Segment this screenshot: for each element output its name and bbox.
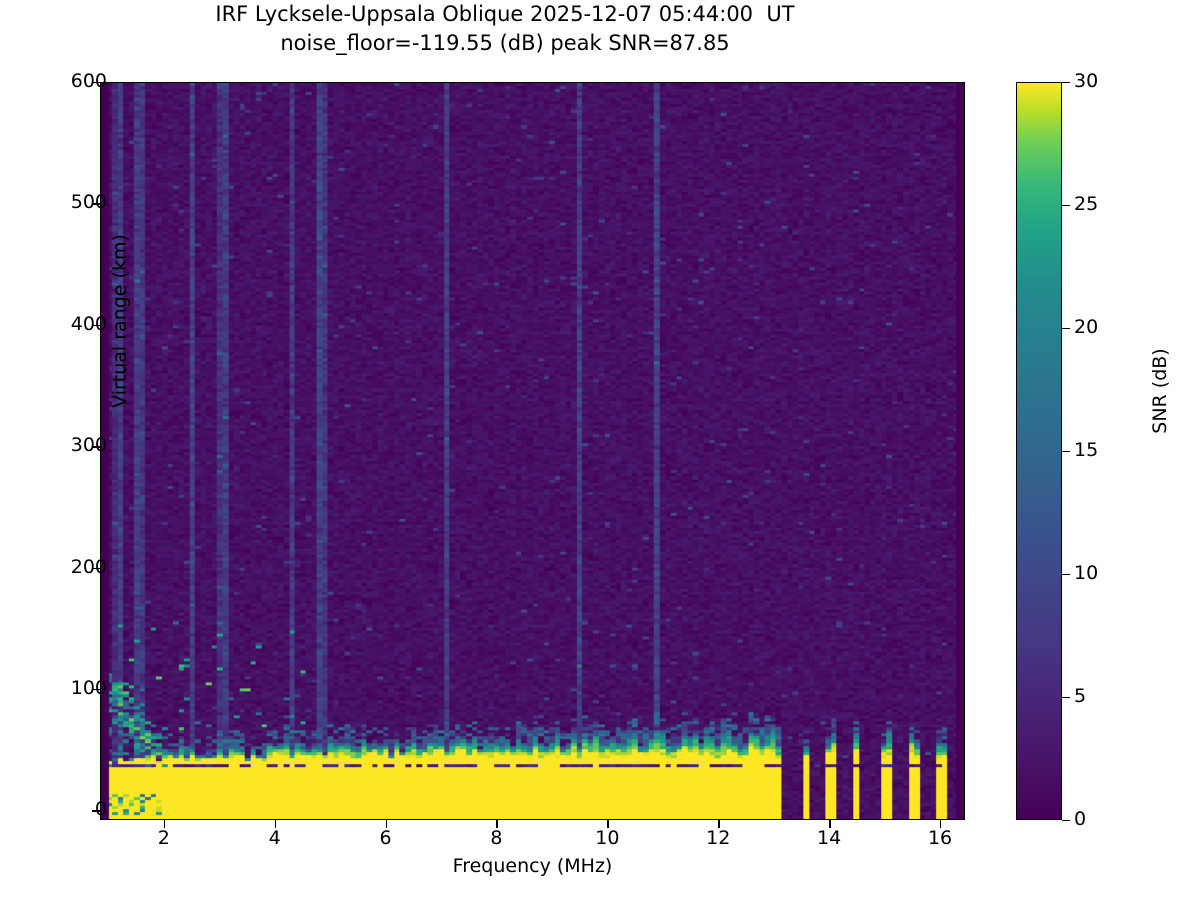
x-tick-label: 8 bbox=[490, 827, 503, 849]
y-tick-mark bbox=[92, 688, 100, 691]
x-tick-label: 12 bbox=[706, 827, 731, 849]
colorbar-gradient bbox=[1016, 82, 1062, 820]
colorbar-tick-mark bbox=[1062, 697, 1070, 699]
y-tick-mark bbox=[92, 203, 100, 205]
title-line-2: noise_floor=-119.55 (dB) peak SNR=87.85 bbox=[280, 31, 730, 55]
x-tick-label: 6 bbox=[379, 827, 392, 849]
x-tick-mark bbox=[940, 820, 942, 828]
y-tick-mark bbox=[92, 82, 100, 84]
x-tick-label: 2 bbox=[157, 827, 170, 849]
y-tick-label: 400 bbox=[70, 312, 107, 335]
colorbar-tick-label: 10 bbox=[1074, 562, 1099, 584]
y-tick-label: 300 bbox=[70, 434, 107, 457]
x-tick-label: 14 bbox=[817, 827, 842, 849]
x-tick-mark bbox=[607, 820, 609, 828]
y-tick-mark bbox=[92, 810, 100, 812]
y-tick-label: 0 bbox=[94, 798, 107, 821]
colorbar-tick-label: 20 bbox=[1074, 316, 1099, 338]
title-line-1: IRF Lycksele-Uppsala Oblique 2025-12-07 … bbox=[215, 2, 795, 26]
colorbar-tick-mark bbox=[1062, 820, 1070, 822]
y-tick-label: 500 bbox=[70, 191, 107, 214]
y-tick-mark bbox=[92, 446, 100, 448]
colorbar-tick-mark bbox=[1062, 205, 1070, 207]
x-tick-mark bbox=[274, 820, 277, 828]
y-tick-label: 200 bbox=[70, 555, 107, 578]
heatmap-plot-area[interactable] bbox=[100, 82, 965, 820]
y-tick-label: 100 bbox=[70, 676, 107, 699]
colorbar-tick-mark bbox=[1062, 451, 1070, 453]
colorbar-tick-label: 0 bbox=[1074, 808, 1087, 830]
x-tick-mark bbox=[163, 820, 166, 828]
colorbar-tick-label: 5 bbox=[1074, 685, 1087, 707]
y-tick-mark bbox=[92, 324, 100, 327]
colorbar-label: SNR (dB) bbox=[1149, 348, 1171, 434]
colorbar-tick-label: 25 bbox=[1074, 193, 1099, 215]
y-tick-mark bbox=[92, 567, 100, 569]
x-axis-label: Frequency (MHz) bbox=[452, 855, 613, 877]
y-tick-label: 600 bbox=[70, 70, 107, 92]
x-tick-mark bbox=[829, 820, 831, 828]
x-tick-label: 4 bbox=[268, 827, 281, 849]
x-tick-label: 16 bbox=[927, 827, 953, 849]
x-tick-mark bbox=[385, 820, 387, 828]
figure-title: IRF Lycksele-Uppsala Oblique 2025-12-07 … bbox=[0, 0, 1010, 58]
colorbar-tick-mark bbox=[1062, 328, 1070, 330]
x-tick-mark bbox=[718, 820, 720, 828]
colorbar-tick-label: 15 bbox=[1074, 439, 1099, 461]
y-axis-label: Virtual range (km) bbox=[109, 234, 131, 408]
colorbar-tick-mark bbox=[1062, 82, 1070, 84]
x-tick-label: 10 bbox=[595, 827, 620, 849]
colorbar-tick-mark bbox=[1062, 574, 1070, 576]
colorbar-tick-label: 30 bbox=[1074, 70, 1099, 92]
ionogram-heatmap-canvas bbox=[101, 83, 964, 819]
x-tick-mark bbox=[496, 820, 498, 828]
